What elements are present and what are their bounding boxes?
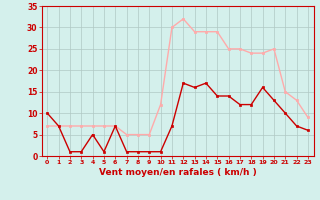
- X-axis label: Vent moyen/en rafales ( km/h ): Vent moyen/en rafales ( km/h ): [99, 168, 256, 177]
